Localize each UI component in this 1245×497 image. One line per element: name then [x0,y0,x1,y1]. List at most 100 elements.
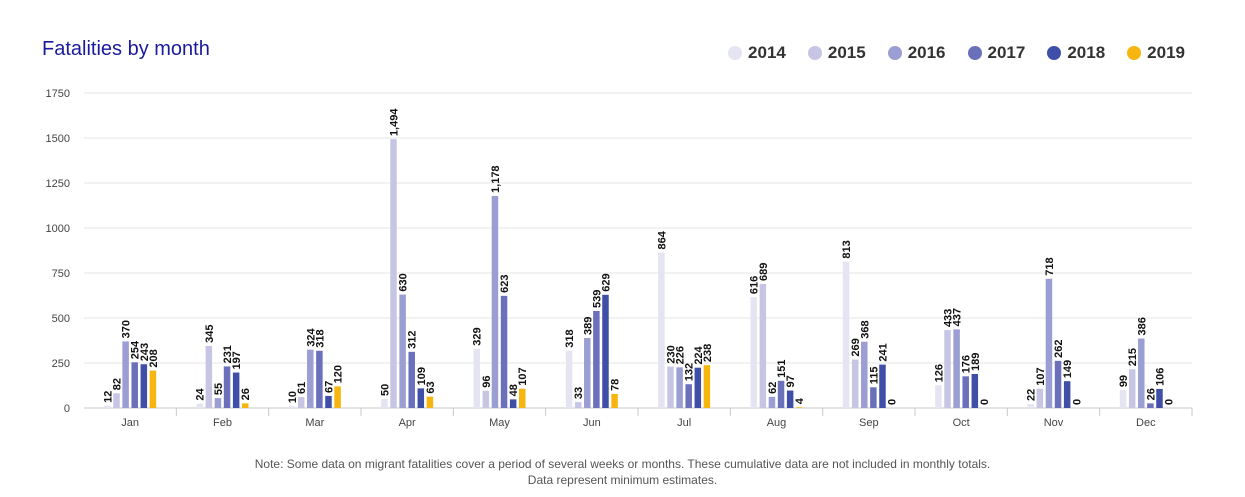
data-label: 1,178 [490,165,502,193]
data-label: 630 [398,273,410,291]
note-line-2: Data represent minimum estimates. [527,473,718,487]
data-label: 215 [1127,348,1139,366]
bar [325,395,332,408]
data-label: 33 [573,387,585,399]
data-label: 345 [204,325,216,343]
x-tick-label: Apr [399,417,416,429]
bar [851,359,859,408]
data-label: 616 [749,276,761,294]
data-label: 813 [841,240,853,258]
bar [593,310,600,408]
bar [104,405,111,408]
legend-item-2017[interactable]: 2017 [967,43,1026,63]
data-label: 623 [499,275,511,293]
bar [944,330,951,408]
data-label: 718 [1044,257,1056,275]
chart-note: Note: Some data on migrant fatalities co… [0,456,1245,488]
data-label: 224 [693,345,705,364]
legend-swatch [1047,46,1062,60]
data-label: 864 [656,230,668,249]
x-tick-label: Aug [767,417,787,429]
data-label: 10 [287,391,299,403]
bar [288,406,296,408]
data-label: 149 [1062,360,1074,378]
bar [676,367,683,408]
legend-item-2018[interactable]: 2018 [1047,43,1105,63]
y-tick-label: 1000 [46,223,70,235]
bar [1054,360,1062,408]
data-label: 78 [610,379,622,391]
x-tick-label: Dec [1136,417,1156,429]
bar [796,407,803,408]
bar [768,396,776,408]
legend-swatch [728,46,743,60]
y-tick-label: 500 [52,313,70,325]
bar [962,376,969,408]
data-label: 50 [379,384,391,396]
data-label: 262 [1053,339,1065,357]
bar-chart: 02505007501000125015001750Jan12823702542… [46,88,1193,429]
bar [759,283,767,408]
bar [777,380,785,408]
bar [149,370,157,408]
bar [1063,381,1071,408]
x-tick-label: Nov [1044,417,1064,429]
bar [685,384,692,408]
data-label: 48 [508,384,520,396]
chart-title: Fatalities by month [42,38,210,60]
bar [500,295,508,408]
y-tick-label: 1750 [46,88,70,100]
bar [842,261,850,408]
x-tick-label: Feb [213,417,232,429]
bar [205,345,213,408]
bar [131,362,138,408]
bar [1119,390,1127,408]
data-label: 318 [564,329,576,347]
x-tick-label: Oct [953,417,970,429]
bar [584,337,591,408]
bar [703,365,711,408]
data-label: 208 [148,349,160,367]
data-label: 324 [305,327,317,346]
bar [381,399,388,408]
data-label: 62 [767,382,779,394]
data-label: 132 [684,363,696,381]
data-label: 176 [961,355,973,373]
data-label: 1,494 [389,108,401,136]
bar [1036,388,1044,408]
x-tick-label: Mar [305,417,324,429]
bar [574,402,582,408]
bar [1027,404,1034,408]
legend-label: 2015 [827,43,866,62]
bar [750,297,757,408]
legend-label: 2017 [987,43,1026,62]
bar [390,139,397,408]
legend-item-2016[interactable]: 2016 [887,43,946,63]
legend: 2014 2015 2016 2017 2018 2019 [728,43,1185,63]
legend-item-2015[interactable]: 2015 [807,43,866,63]
bar [1147,403,1154,408]
data-label: 0 [1164,399,1176,405]
bar [602,294,609,408]
legend-item-2014[interactable]: 2014 [728,43,786,63]
bar [565,350,573,408]
data-label: 67 [323,381,335,393]
x-tick-label: Sep [859,417,879,429]
bar [786,390,794,408]
bar [519,388,526,408]
data-label: 120 [333,365,345,383]
bar [232,372,240,408]
data-label: 24 [195,388,207,401]
legend-swatch [967,46,982,60]
bar [223,366,231,408]
y-tick-label: 250 [52,358,70,370]
bar [935,385,942,408]
bar [297,397,305,408]
bar [1138,338,1145,408]
data-label: 386 [1136,317,1148,335]
legend-swatch [1127,46,1142,60]
y-tick-label: 0 [64,403,70,415]
legend-item-2019[interactable]: 2019 [1127,43,1185,63]
data-label: 437 [952,308,964,326]
data-label: 96 [481,375,493,387]
